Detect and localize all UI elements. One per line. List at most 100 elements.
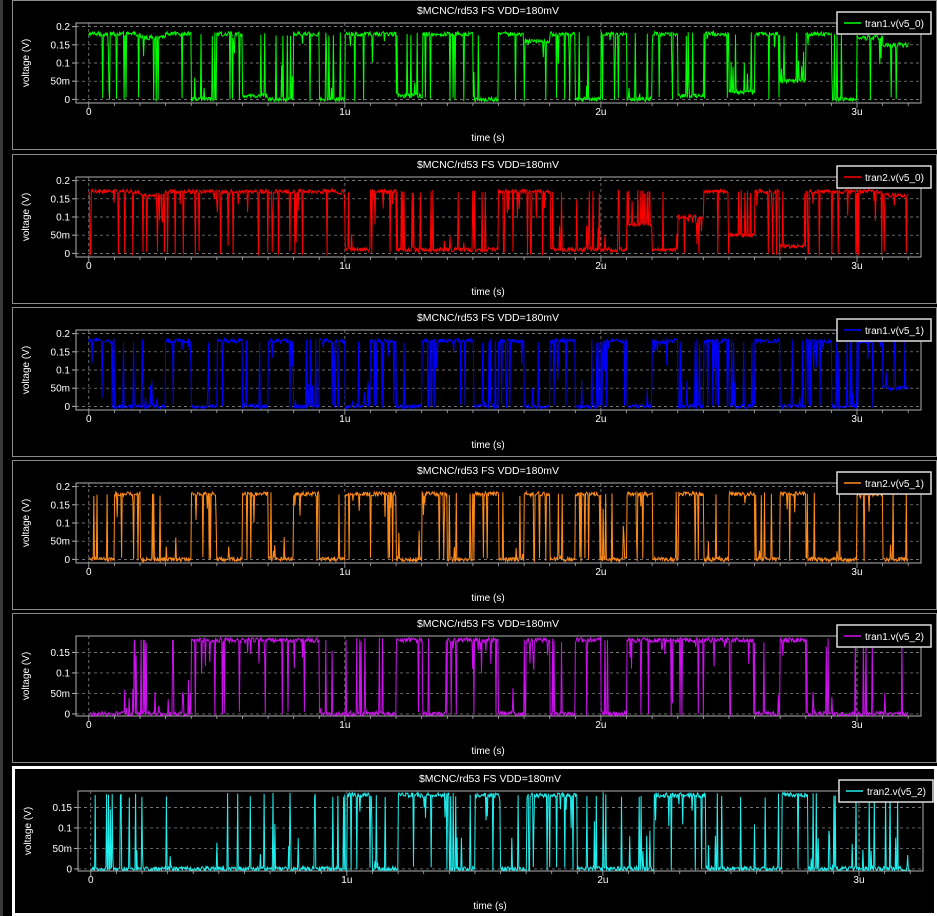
x-tick-label: 0 xyxy=(86,720,92,731)
legend-label: tran2.v(v5_0) xyxy=(865,173,924,184)
y-axis-label: voltage (V) xyxy=(21,193,32,241)
x-tick-label: 3u xyxy=(851,414,862,425)
y-tick-label: 0.15 xyxy=(51,648,71,659)
x-tick-label: 0 xyxy=(86,107,92,118)
x-tick-label: 3u xyxy=(853,875,864,886)
chart-title: $MCNC/rd53 FS VDD=180mV xyxy=(417,5,559,17)
waveform-chart: $MCNC/rd53 FS VDD=180mV 0 50m 0.1 0.15 0.2 0 1u… xyxy=(21,159,932,298)
waveform-panel-1[interactable]: $MCNC/rd53 FS VDD=180mV 0 50m 0.1 0.15 0.2 0 1u… xyxy=(12,0,937,150)
y-tick-label: 0.2 xyxy=(56,329,70,340)
series-line xyxy=(90,790,911,873)
legend-label: tran1.v(v5_2) xyxy=(865,632,924,643)
y-tick-label: 0.1 xyxy=(58,823,72,834)
y-axis-label: voltage (V) xyxy=(21,39,32,87)
series-line xyxy=(88,489,909,564)
legend-box[interactable] xyxy=(836,624,932,648)
chart-title: $MCNC/rd53 FS VDD=180mV xyxy=(417,312,559,324)
y-tick-label: 0.1 xyxy=(56,59,70,70)
x-tick-label: 0 xyxy=(86,567,92,578)
x-tick-label: 1u xyxy=(339,720,350,731)
y-tick-label: 0.2 xyxy=(56,22,70,33)
y-axis-label: voltage (V) xyxy=(21,499,32,547)
legend-box[interactable] xyxy=(836,165,932,189)
waveform-chart: $MCNC/rd53 FS VDD=180mV 0 50m 0.1 0.15 0.2 0 1u… xyxy=(21,5,932,144)
y-tick-label: 0.1 xyxy=(56,366,70,377)
series-line xyxy=(88,29,909,104)
x-tick-label: 1u xyxy=(339,107,350,118)
chart-title: $MCNC/rd53 FS VDD=180mV xyxy=(417,618,559,630)
y-axis-label: voltage (V) xyxy=(21,346,32,394)
series-line xyxy=(88,336,909,411)
x-tick-label: 2u xyxy=(595,567,606,578)
y-tick-label: 0.15 xyxy=(51,347,71,358)
waveform-panel-3[interactable]: $MCNC/rd53 FS VDD=180mV 0 50m 0.1 0.15 0.2 0 1u… xyxy=(12,307,937,457)
y-tick-label: 0.2 xyxy=(56,176,70,187)
waveform-chart: $MCNC/rd53 FS VDD=180mV 0 50m 0.1 0.15 0.2 0 1u… xyxy=(21,465,932,604)
y-axis-label: voltage (V) xyxy=(21,652,32,700)
x-tick-label: 2u xyxy=(595,261,606,272)
legend-box[interactable] xyxy=(836,11,932,35)
waveform-panel-5[interactable]: $MCNC/rd53 FS VDD=180mV 0 50m 0.1 0.15 0 1u 2u 3… xyxy=(12,613,937,763)
x-tick-label: 0 xyxy=(86,261,92,272)
waveform-chart: $MCNC/rd53 FS VDD=180mV 0 50m 0.1 0.15 0 1u 2u 3… xyxy=(21,618,932,757)
x-tick-label: 1u xyxy=(339,414,350,425)
x-axis-label: time (s) xyxy=(471,440,504,451)
y-tick-label: 0 xyxy=(66,864,72,875)
y-tick-label: 0.2 xyxy=(56,482,70,493)
x-tick-label: 3u xyxy=(851,720,862,731)
y-tick-label: 0 xyxy=(64,555,70,566)
series-line xyxy=(88,635,909,718)
y-tick-label: 0.15 xyxy=(51,40,71,51)
y-tick-label: 0.1 xyxy=(56,668,70,679)
waveform-chart: $MCNC/rd53 FS VDD=180mV 0 50m 0.1 0.15 0 1u 2u 3… xyxy=(23,773,934,912)
x-tick-label: 3u xyxy=(851,107,862,118)
y-tick-label: 0 xyxy=(64,709,70,720)
left-window-edge xyxy=(0,0,3,916)
legend-label: tran1.v(v5_1) xyxy=(865,326,924,337)
chart-title: $MCNC/rd53 FS VDD=180mV xyxy=(419,773,561,785)
x-axis-label: time (s) xyxy=(471,133,504,144)
y-tick-label: 50m xyxy=(51,384,70,395)
legend-box[interactable] xyxy=(836,471,932,495)
waveform-chart: $MCNC/rd53 FS VDD=180mV 0 50m 0.1 0.15 0.2 0 1u… xyxy=(21,312,932,451)
legend-box[interactable] xyxy=(836,318,932,342)
y-tick-label: 0 xyxy=(64,402,70,413)
x-axis-label: time (s) xyxy=(473,901,506,912)
waveform-panel-6[interactable]: $MCNC/rd53 FS VDD=180mV 0 50m 0.1 0.15 0 1u 2u 3… xyxy=(12,766,937,916)
x-tick-label: 0 xyxy=(88,875,94,886)
x-tick-label: 2u xyxy=(597,875,608,886)
x-tick-label: 2u xyxy=(595,414,606,425)
x-axis-label: time (s) xyxy=(471,746,504,757)
y-tick-label: 0.1 xyxy=(56,213,70,224)
legend-box[interactable] xyxy=(838,779,934,803)
y-tick-label: 0.1 xyxy=(56,519,70,530)
legend-label: tran2.v(v5_2) xyxy=(867,787,926,798)
y-tick-label: 0.15 xyxy=(53,803,73,814)
y-tick-label: 0.15 xyxy=(51,194,71,205)
legend-label: tran2.v(v5_1) xyxy=(865,479,924,490)
waveform-panel-4[interactable]: $MCNC/rd53 FS VDD=180mV 0 50m 0.1 0.15 0.2 0 1u… xyxy=(12,460,937,610)
y-tick-label: 0.15 xyxy=(51,500,71,511)
x-tick-label: 1u xyxy=(339,567,350,578)
x-tick-label: 3u xyxy=(851,261,862,272)
x-tick-label: 2u xyxy=(595,720,606,731)
chart-title: $MCNC/rd53 FS VDD=180mV xyxy=(417,465,559,477)
y-tick-label: 50m xyxy=(51,231,70,242)
series-line xyxy=(88,187,909,256)
waveform-panel-2[interactable]: $MCNC/rd53 FS VDD=180mV 0 50m 0.1 0.15 0.2 0 1u… xyxy=(12,154,937,304)
x-tick-label: 1u xyxy=(339,261,350,272)
chart-title: $MCNC/rd53 FS VDD=180mV xyxy=(417,159,559,171)
legend-label: tran1.v(v5_0) xyxy=(865,19,924,30)
x-tick-label: 2u xyxy=(595,107,606,118)
y-tick-label: 50m xyxy=(53,844,72,855)
y-tick-label: 50m xyxy=(51,77,70,88)
y-tick-label: 0 xyxy=(64,249,70,260)
x-tick-label: 0 xyxy=(86,414,92,425)
x-tick-label: 1u xyxy=(341,875,352,886)
y-tick-label: 50m xyxy=(51,689,70,700)
y-tick-label: 0 xyxy=(64,95,70,106)
y-axis-label: voltage (V) xyxy=(23,807,34,855)
x-tick-label: 3u xyxy=(851,567,862,578)
x-axis-label: time (s) xyxy=(471,593,504,604)
y-tick-label: 50m xyxy=(51,537,70,548)
